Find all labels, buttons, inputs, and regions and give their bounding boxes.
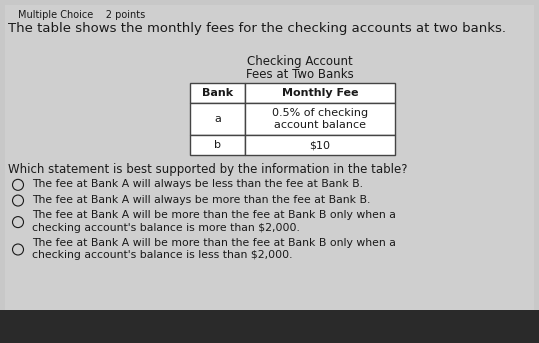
Text: Multiple Choice    2 points: Multiple Choice 2 points bbox=[18, 10, 145, 20]
Text: Checking Account: Checking Account bbox=[247, 55, 353, 68]
Bar bbox=[0, 310, 539, 343]
Text: The table shows the monthly fees for the checking accounts at two banks.: The table shows the monthly fees for the… bbox=[8, 22, 506, 35]
Text: 0.5% of checking
account balance: 0.5% of checking account balance bbox=[272, 108, 368, 130]
Bar bbox=[190, 83, 245, 103]
Text: The fee at Bank A will be more than the fee at Bank B only when a
checking accou: The fee at Bank A will be more than the … bbox=[32, 210, 396, 233]
Bar bbox=[245, 83, 395, 103]
Bar bbox=[190, 103, 245, 135]
Bar bbox=[5, 5, 534, 310]
Text: The fee at Bank A will always be more than the fee at Bank B.: The fee at Bank A will always be more th… bbox=[32, 195, 370, 205]
Text: The fee at Bank A will be more than the fee at Bank B only when a
checking accou: The fee at Bank A will be more than the … bbox=[32, 238, 396, 260]
Text: Bank: Bank bbox=[202, 88, 233, 98]
Text: $10: $10 bbox=[309, 140, 330, 150]
Text: Which statement is best supported by the information in the table?: Which statement is best supported by the… bbox=[8, 163, 407, 176]
Text: a: a bbox=[214, 114, 221, 124]
Text: Fees at Two Banks: Fees at Two Banks bbox=[246, 68, 354, 81]
Text: Monthly Fee: Monthly Fee bbox=[282, 88, 358, 98]
Text: The fee at Bank A will always be less than the fee at Bank B.: The fee at Bank A will always be less th… bbox=[32, 179, 363, 189]
Bar bbox=[190, 135, 245, 155]
Text: b: b bbox=[214, 140, 221, 150]
Bar bbox=[245, 103, 395, 135]
Bar bbox=[245, 135, 395, 155]
